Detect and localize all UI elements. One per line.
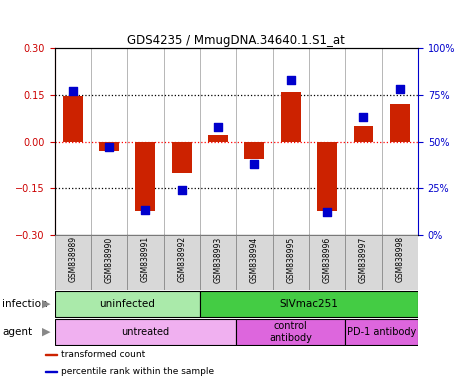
- Text: ▶: ▶: [42, 327, 51, 337]
- Text: GSM838992: GSM838992: [177, 236, 186, 282]
- Bar: [200, 291, 418, 318]
- Bar: [127, 235, 163, 290]
- Text: GSM838996: GSM838996: [323, 236, 332, 283]
- Point: [69, 88, 76, 94]
- Bar: [237, 235, 273, 290]
- Bar: [63, 96, 83, 142]
- Bar: [45, 371, 57, 372]
- Text: ▶: ▶: [42, 299, 51, 309]
- Point: [251, 161, 258, 167]
- Point: [214, 124, 222, 130]
- Text: GSM838991: GSM838991: [141, 236, 150, 282]
- Text: untreated: untreated: [122, 327, 170, 337]
- Text: PD-1 antibody: PD-1 antibody: [347, 327, 416, 337]
- Text: uninfected: uninfected: [99, 299, 155, 309]
- Point: [105, 144, 113, 150]
- Bar: [55, 291, 200, 318]
- Bar: [345, 235, 381, 290]
- Bar: [245, 142, 265, 159]
- Point: [360, 114, 367, 120]
- Bar: [317, 142, 337, 211]
- Point: [142, 207, 149, 214]
- Text: control
antibody: control antibody: [269, 321, 312, 343]
- Text: GSM838998: GSM838998: [395, 236, 404, 282]
- Bar: [208, 135, 228, 142]
- Text: infection: infection: [2, 299, 48, 309]
- Text: percentile rank within the sample: percentile rank within the sample: [60, 367, 214, 376]
- Point: [396, 86, 404, 93]
- Bar: [135, 142, 155, 211]
- Bar: [99, 142, 119, 151]
- Bar: [45, 354, 57, 355]
- Point: [287, 77, 294, 83]
- Title: GDS4235 / MmugDNA.34640.1.S1_at: GDS4235 / MmugDNA.34640.1.S1_at: [127, 34, 345, 47]
- Text: agent: agent: [2, 327, 32, 337]
- Bar: [91, 235, 127, 290]
- Text: GSM838995: GSM838995: [286, 236, 295, 283]
- Bar: [353, 126, 373, 142]
- Bar: [281, 92, 301, 142]
- Text: transformed count: transformed count: [60, 350, 145, 359]
- Bar: [237, 318, 345, 345]
- Point: [323, 209, 331, 215]
- Text: GSM838989: GSM838989: [68, 236, 77, 282]
- Bar: [273, 235, 309, 290]
- Text: GSM838997: GSM838997: [359, 236, 368, 283]
- Bar: [55, 235, 91, 290]
- Bar: [309, 235, 345, 290]
- Text: SIVmac251: SIVmac251: [280, 299, 338, 309]
- Bar: [163, 235, 200, 290]
- Bar: [381, 235, 418, 290]
- Bar: [390, 104, 410, 142]
- Bar: [172, 142, 192, 172]
- Text: GSM838990: GSM838990: [104, 236, 114, 283]
- Bar: [55, 318, 237, 345]
- Bar: [345, 318, 418, 345]
- Bar: [200, 235, 237, 290]
- Text: GSM838993: GSM838993: [214, 236, 223, 283]
- Text: GSM838994: GSM838994: [250, 236, 259, 283]
- Point: [178, 187, 186, 193]
